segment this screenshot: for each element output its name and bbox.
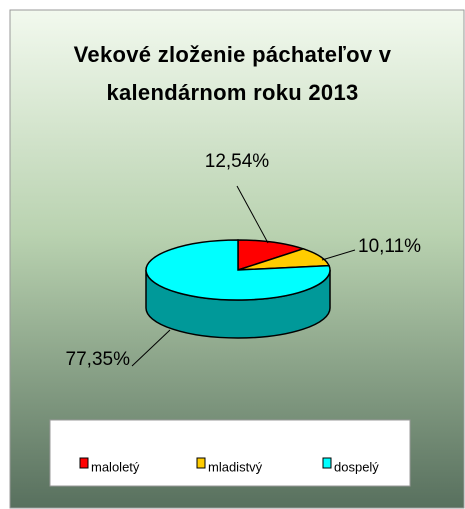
data-label: 12,54% [205,151,270,172]
legend-swatch [79,457,89,469]
data-label: 77,35% [66,349,131,370]
pie-slice [145,239,331,301]
leader-line [236,185,269,244]
legend-label: mladistvý [208,459,263,474]
data-label: 10,11% [358,236,421,257]
leader-line [321,249,356,261]
legend-swatch [322,457,332,469]
pie-slice [237,239,306,272]
legend-label: dospelý [334,459,379,474]
legend-box [49,419,411,487]
chart-title: Vekové zloženie páchateľov v kalendárnom… [73,42,392,105]
legend-label: maloletý [91,459,140,474]
leader-line [131,329,171,367]
legend-swatch [196,457,206,469]
